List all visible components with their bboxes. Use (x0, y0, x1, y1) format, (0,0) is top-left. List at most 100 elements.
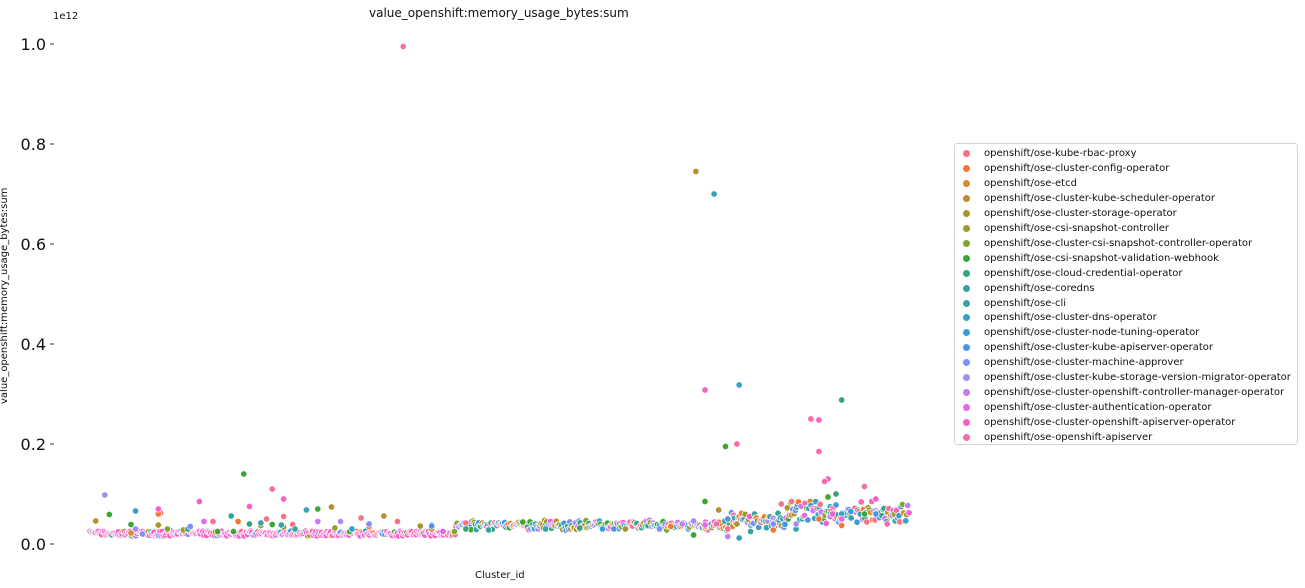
legend-item: openshift/ose-cluster-authentication-ope… (963, 400, 1211, 415)
data-point (462, 519, 470, 527)
data-point (860, 510, 868, 518)
data-point (598, 525, 607, 533)
legend-item: openshift/ose-csi-snapshot-validation-we… (963, 251, 1219, 266)
data-point (777, 500, 785, 508)
legend-item: openshift/ose-cluster-csi-snapshot-contr… (963, 236, 1252, 251)
data-point (735, 534, 743, 542)
data-point (621, 525, 629, 533)
data-point (462, 525, 470, 533)
data-point (692, 167, 700, 176)
legend-item: openshift/ose-cluster-kube-scheduler-ope… (963, 191, 1215, 206)
legend-label: openshift/ose-cloud-credential-operator (984, 267, 1183, 279)
band-point (857, 498, 865, 506)
data-point (314, 517, 322, 526)
legend-marker (963, 389, 970, 397)
legend-item: openshift/ose-cluster-kube-apiserver-ope… (963, 340, 1213, 355)
legend-label: openshift/ose-cluster-authentication-ope… (984, 402, 1212, 414)
data-point (485, 526, 493, 534)
data-point (277, 521, 285, 529)
legend-item: openshift/ose-cluster-openshift-controll… (963, 385, 1284, 400)
data-point (337, 517, 345, 526)
data-point (724, 525, 732, 533)
data-point (200, 517, 208, 526)
data-point (542, 525, 550, 533)
data-point (195, 497, 203, 506)
data-point (365, 520, 373, 528)
legend-label: openshift/ose-kube-rbac-proxy (984, 148, 1137, 159)
data-point (838, 515, 846, 523)
data-point (132, 507, 140, 515)
legend-marker (963, 434, 970, 442)
data-point (327, 503, 335, 511)
data-point (872, 495, 880, 503)
data-point (655, 525, 663, 533)
data-point (348, 525, 356, 533)
y-tick-label: 0.2 (21, 435, 46, 454)
legend-marker (963, 374, 970, 382)
data-point (245, 502, 253, 511)
legend-marker (963, 329, 970, 337)
y-tick-label: 0.0 (21, 535, 46, 554)
band-point (904, 501, 912, 510)
data-point (280, 495, 288, 503)
legend-label: openshift/ose-cluster-dns-operator (984, 312, 1157, 324)
data-point (829, 510, 837, 518)
legend-marker (963, 150, 970, 157)
legend-label: openshift/ose-cluster-kube-storage-versi… (984, 372, 1291, 384)
data-point (439, 527, 447, 536)
band-point (863, 518, 871, 526)
y-tick-label: 1.0 (21, 35, 46, 54)
legend-item: openshift/ose-openshift-apiserver (963, 430, 1152, 445)
data-point (715, 506, 723, 514)
data-point (302, 506, 310, 514)
legend-marker (963, 269, 970, 277)
legend-label: openshift/ose-coredns (984, 282, 1095, 294)
data-point (769, 520, 777, 528)
legend-item: openshift/ose-coredns (963, 281, 1095, 296)
data-point (132, 525, 140, 533)
data-point (262, 515, 271, 523)
legend-marker (963, 299, 970, 307)
legend-marker (963, 344, 970, 352)
data-point (357, 514, 365, 522)
legend-label: openshift/ose-cluster-kube-scheduler-ope… (984, 192, 1216, 204)
band-point (902, 517, 910, 525)
y-tick-label: 0.4 (21, 335, 46, 354)
data-point (450, 527, 458, 536)
legend-label: openshift/ose-cluster-openshift-apiserve… (984, 417, 1236, 429)
data-point (186, 522, 194, 531)
data-point (127, 520, 135, 529)
data-point (832, 501, 840, 509)
data-point (416, 522, 424, 530)
data-point (234, 517, 242, 526)
data-point (245, 520, 253, 528)
legend-item: openshift/ose-cluster-node-tuning-operat… (963, 325, 1199, 340)
y-offset-label: 1e12 (53, 11, 79, 22)
data-point (821, 477, 829, 486)
data-point (710, 190, 718, 198)
legend-marker (963, 194, 970, 202)
legend-item: openshift/ose-cluster-config-operator (963, 161, 1169, 176)
data-point (724, 515, 732, 523)
legend-item: openshift/ose-etcd (963, 176, 1077, 191)
legend-item: openshift/ose-cluster-machine-approver (963, 355, 1184, 370)
data-point (883, 520, 891, 528)
y-tick-label: 0.6 (21, 235, 46, 254)
data-point (847, 507, 855, 516)
legend-label: openshift/ose-cluster-csi-snapshot-contr… (984, 237, 1253, 249)
band-point (853, 518, 861, 526)
legend-label: openshift/ose-csi-snapshot-controller (984, 222, 1170, 234)
legend-marker (963, 254, 970, 262)
data-point (860, 482, 868, 491)
data-point (154, 505, 162, 513)
data-point (807, 415, 815, 423)
legend-label: openshift/ose-cluster-openshift-controll… (984, 387, 1285, 399)
data-point (872, 510, 880, 518)
data-point (721, 442, 730, 451)
data-point (519, 518, 527, 526)
data-point (724, 532, 732, 541)
y-tick-label: 0.8 (21, 135, 46, 154)
legend-item: openshift/ose-cloud-credential-operator (963, 266, 1182, 281)
data-point (838, 396, 846, 404)
